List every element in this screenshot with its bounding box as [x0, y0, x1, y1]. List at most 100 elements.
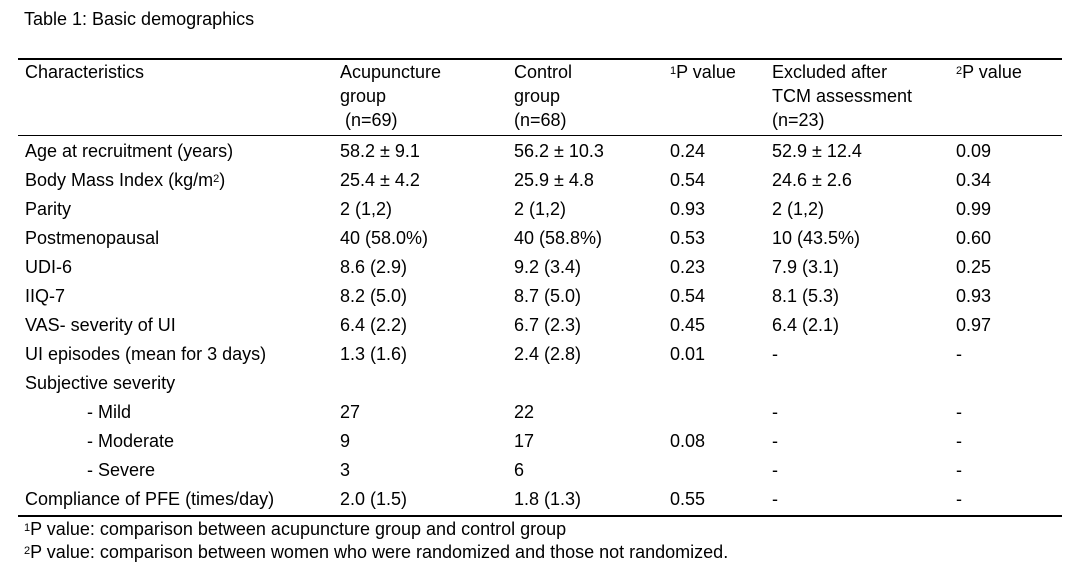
cell-excluded: -	[772, 344, 778, 364]
cell-excluded: 8.1 (5.3)	[772, 286, 840, 306]
cell-p2: -	[956, 402, 962, 422]
header-control-line-3: (n=68)	[514, 110, 567, 130]
table-row: Age at recruitment (years) 58.2 ± 9.1 56…	[0, 137, 1080, 166]
table-row: Postmenopausal 40 (58.0%) 40 (58.8%) 0.5…	[0, 224, 1080, 253]
cell-excluded: 2 (1,2)	[772, 199, 825, 219]
table-row: Subjective severity	[0, 369, 1080, 398]
cell-excluded: 6.4 (2.1)	[772, 315, 840, 335]
cell-control: 22	[514, 402, 535, 422]
table-row: Parity 2 (1,2) 2 (1,2) 0.93 2 (1,2) 0.99	[0, 195, 1080, 224]
cell-p2: -	[956, 460, 962, 480]
row-label: - Severe	[87, 460, 156, 480]
row-label: - Moderate	[87, 431, 175, 451]
row-label: - Mild	[87, 402, 131, 422]
cell-control: 25.9 ± 4.8	[514, 170, 594, 190]
cell-acupuncture: 3	[340, 460, 351, 480]
cell-control: 9.2 (3.4)	[514, 257, 582, 277]
footnote-1-text: P value: comparison between acupuncture …	[30, 519, 567, 539]
row-label: VAS- severity of UI	[25, 315, 176, 335]
header-control-group: Control group (n=68)	[514, 60, 572, 132]
cell-excluded: -	[772, 460, 778, 480]
table-row: UI episodes (mean for 3 days) 1.3 (1.6) …	[0, 340, 1080, 369]
cell-control: 17	[514, 431, 535, 451]
cell-acupuncture: 2 (1,2)	[340, 199, 393, 219]
cell-control: 56.2 ± 10.3	[514, 141, 604, 161]
cell-p2: 0.25	[956, 257, 992, 277]
cell-acupuncture: 58.2 ± 9.1	[340, 141, 420, 161]
table-row: UDI-6 8.6 (2.9) 9.2 (3.4) 0.23 7.9 (3.1)…	[0, 253, 1080, 282]
header-acupuncture-line-3: (n=69)	[340, 110, 398, 130]
row-label-main: Body Mass Index (kg/m	[25, 170, 214, 190]
cell-excluded: 52.9 ± 12.4	[772, 141, 862, 161]
footnote-2-text: P value: comparison between women who we…	[30, 542, 729, 562]
footnote-1: 1P value: comparison between acupuncture…	[24, 518, 566, 540]
table-row: Body Mass Index (kg/m2) 25.4 ± 4.2 25.9 …	[0, 166, 1080, 195]
header-acupuncture-line-1: Acupuncture	[340, 62, 442, 82]
cell-acupuncture: 27	[340, 402, 361, 422]
cell-excluded: 24.6 ± 2.6	[772, 170, 852, 190]
cell-p1: 0.54	[670, 286, 706, 306]
row-label: Subjective severity	[25, 373, 176, 393]
header-excluded-line-2: TCM assessment	[772, 86, 913, 106]
cell-excluded: 10 (43.5%)	[772, 228, 861, 248]
footnote-2-superscript: 2	[24, 545, 31, 557]
row-label: Parity	[25, 199, 72, 219]
cell-acupuncture: 8.2 (5.0)	[340, 286, 408, 306]
row-label: UI episodes (mean for 3 days)	[25, 344, 267, 364]
row-label: IIQ-7	[25, 286, 66, 306]
cell-excluded: -	[772, 431, 778, 451]
table-row: - Moderate 9 17 0.08 - -	[0, 427, 1080, 456]
row-label: Body Mass Index (kg/m2)	[25, 168, 225, 192]
cell-p1: 0.01	[670, 344, 706, 364]
row-label: Compliance of PFE (times/day)	[25, 489, 275, 509]
cell-p2: 0.34	[956, 170, 992, 190]
footnote-1-superscript: 1	[24, 522, 31, 534]
cell-p1: 0.23	[670, 257, 706, 277]
cell-excluded: -	[772, 489, 778, 509]
cell-p1: 0.45	[670, 315, 706, 335]
table-caption: Table 1: Basic demographics	[24, 9, 255, 29]
cell-control: 6	[514, 460, 525, 480]
cell-p1: 0.08	[670, 431, 706, 451]
cell-acupuncture: 6.4 (2.2)	[340, 315, 408, 335]
table-row: - Severe 3 6 - -	[0, 456, 1080, 485]
header-p2-text: P value	[962, 62, 1022, 82]
cell-p1: 0.53	[670, 228, 706, 248]
cell-control: 1.8 (1.3)	[514, 489, 582, 509]
header-p-value-1: 1P value	[670, 60, 736, 84]
header-control-line-1: Control	[514, 62, 573, 82]
row-label-close: )	[219, 170, 226, 190]
cell-control: 8.7 (5.0)	[514, 286, 582, 306]
cell-p1: 0.54	[670, 170, 706, 190]
cell-acupuncture: 25.4 ± 4.2	[340, 170, 420, 190]
table-bottom-rule	[18, 515, 1062, 517]
cell-control: 40 (58.8%)	[514, 228, 603, 248]
cell-excluded: 7.9 (3.1)	[772, 257, 840, 277]
table-header-rule	[18, 135, 1062, 136]
cell-acupuncture: 40 (58.0%)	[340, 228, 429, 248]
table-top-rule	[18, 58, 1062, 60]
row-label: Age at recruitment (years)	[25, 141, 234, 161]
cell-p1: 0.93	[670, 199, 706, 219]
cell-p2: -	[956, 489, 962, 509]
cell-p1: 0.55	[670, 489, 706, 509]
cell-p2: 0.09	[956, 141, 992, 161]
header-p1-superscript: 1	[670, 65, 677, 77]
cell-p2: 0.99	[956, 199, 992, 219]
table-row: VAS- severity of UI 6.4 (2.2) 6.7 (2.3) …	[0, 311, 1080, 340]
cell-acupuncture: 8.6 (2.9)	[340, 257, 408, 277]
cell-acupuncture: 9	[340, 431, 351, 451]
table-row: Compliance of PFE (times/day) 2.0 (1.5) …	[0, 485, 1080, 514]
header-acupuncture-group: Acupuncture group (n=69)	[340, 60, 441, 132]
header-p1-text: P value	[676, 62, 736, 82]
cell-control: 2 (1,2)	[514, 199, 567, 219]
row-label-superscript: 2	[213, 173, 220, 185]
cell-control: 2.4 (2.8)	[514, 344, 582, 364]
header-characteristics: Characteristics	[25, 62, 145, 82]
header-p-value-2: 2P value	[956, 60, 1022, 84]
cell-control: 6.7 (2.3)	[514, 315, 582, 335]
header-excluded: Excluded after TCM assessment (n=23)	[772, 60, 912, 132]
cell-excluded: -	[772, 402, 778, 422]
cell-p2: 0.60	[956, 228, 992, 248]
cell-p2: 0.97	[956, 315, 992, 335]
